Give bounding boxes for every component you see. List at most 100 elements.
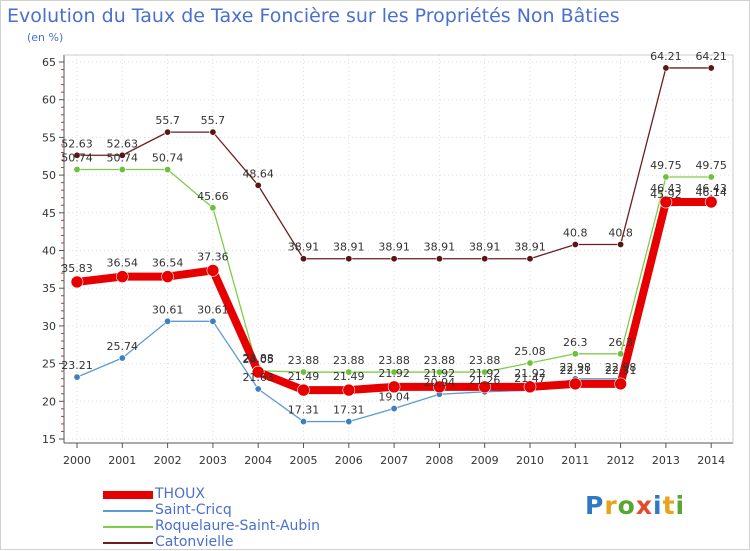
data-point-roquelaure-saint-aubin: [526, 359, 534, 367]
data-label-catonvielle: 52.63: [107, 137, 139, 150]
x-tick-label: 2011: [561, 454, 589, 467]
data-point-catonvielle: [73, 151, 81, 159]
data-label-saint-cricq: 19.04: [378, 391, 410, 404]
data-label-roquelaure-saint-aubin: 49.75: [695, 159, 727, 172]
data-label-saint-cricq: 22.98: [605, 361, 637, 374]
data-label-roquelaure-saint-aubin: 25.08: [514, 345, 546, 358]
data-label-catonvielle: 40.8: [608, 226, 633, 239]
data-label-roquelaure-saint-aubin: 24.05: [242, 353, 274, 366]
data-point-catonvielle: [526, 255, 534, 263]
data-label-saint-cricq: 22.98: [560, 361, 592, 374]
data-label-roquelaure-saint-aubin: 50.74: [107, 152, 139, 165]
data-label-catonvielle: 38.91: [514, 241, 546, 254]
data-label-roquelaure-saint-aubin: 23.88: [288, 354, 320, 367]
data-point-saint-cricq: [118, 354, 126, 362]
data-point-catonvielle: [118, 151, 126, 159]
x-tick-label: 2005: [290, 454, 318, 467]
x-tick-label: 2008: [425, 454, 453, 467]
y-axis-unit: (en %): [27, 31, 64, 44]
brand-letter: i: [653, 491, 663, 520]
data-point-roquelaure-saint-aubin: [617, 350, 625, 358]
data-label-saint-cricq: 17.31: [333, 404, 365, 417]
data-label-catonvielle: 48.64: [242, 167, 274, 180]
data-point-saint-cricq: [164, 317, 172, 325]
data-point-thoux: [116, 270, 129, 283]
data-label-roquelaure-saint-aubin: 23.88: [333, 354, 365, 367]
data-label-saint-cricq: 17.31: [288, 404, 320, 417]
legend-label-catonvielle: Catonvielle: [155, 534, 234, 550]
data-label-catonvielle: 38.91: [378, 241, 410, 254]
data-point-catonvielle: [662, 64, 670, 72]
x-tick-label: 2007: [380, 454, 408, 467]
data-label-catonvielle: 64.21: [695, 50, 727, 63]
data-label-roquelaure-saint-aubin: 26.3: [563, 336, 588, 349]
data-label-thoux: 21.92: [469, 367, 501, 380]
data-point-roquelaure-saint-aubin: [209, 204, 217, 212]
data-label-saint-cricq: 45.92: [650, 188, 682, 201]
brand-letter: o: [617, 491, 636, 520]
data-point-thoux: [568, 377, 582, 391]
legend-label-thoux: THOUX: [155, 486, 205, 502]
data-label-thoux: 37.36: [197, 250, 229, 263]
data-point-catonvielle: [617, 240, 625, 248]
x-tick-label: 2014: [697, 454, 725, 467]
data-label-thoux: 22.31: [560, 364, 592, 377]
y-tick-label: 15: [42, 433, 56, 446]
data-point-saint-cricq: [209, 317, 217, 325]
data-label-saint-cricq: 20.94: [424, 376, 456, 389]
x-tick-label: 2002: [154, 454, 182, 467]
data-label-thoux: 21.49: [333, 370, 365, 383]
legend-label-saint-cricq: Saint-Cricq: [155, 502, 232, 518]
data-label-catonvielle: 38.91: [288, 241, 320, 254]
x-tick-label: 2013: [652, 454, 680, 467]
data-label-roquelaure-saint-aubin: 49.75: [650, 159, 682, 172]
data-point-thoux: [659, 195, 673, 209]
data-point-thoux: [161, 270, 174, 283]
brand-logo: Proxiti: [585, 491, 685, 520]
data-point-saint-cricq: [254, 385, 262, 393]
data-label-catonvielle: 38.91: [469, 241, 501, 254]
y-tick-label: 30: [42, 320, 56, 333]
data-label-thoux: 36.54: [152, 257, 184, 270]
data-label-roquelaure-saint-aubin: 50.74: [152, 152, 184, 165]
data-point-catonvielle: [299, 255, 307, 263]
data-point-thoux: [478, 380, 492, 394]
data-point-thoux: [297, 383, 310, 397]
brand-letter: t: [662, 491, 676, 520]
data-label-thoux: 23.88: [242, 352, 274, 365]
data-point-catonvielle: [571, 240, 579, 248]
data-point-roquelaure-saint-aubin: [299, 368, 307, 376]
data-label-saint-cricq: 46.14: [695, 186, 727, 199]
data-label-thoux: 22.31: [605, 364, 637, 377]
brand-letter: P: [585, 491, 605, 520]
data-point-thoux: [523, 380, 537, 394]
legend-swatch-saint-cricq: [103, 510, 153, 512]
y-tick-label: 60: [42, 94, 56, 107]
data-label-roquelaure-saint-aubin: 23.88: [469, 354, 501, 367]
x-tick-label: 2010: [516, 454, 544, 467]
data-point-catonvielle: [707, 64, 715, 72]
data-label-roquelaure-saint-aubin: 45.66: [197, 190, 229, 203]
data-point-roquelaure-saint-aubin: [435, 368, 443, 376]
data-point-roquelaure-saint-aubin: [481, 368, 489, 376]
data-label-thoux: 21.92: [424, 367, 456, 380]
data-label-thoux: 21.49: [288, 370, 320, 383]
data-point-thoux: [433, 380, 446, 394]
data-point-saint-cricq: [299, 418, 307, 426]
data-point-roquelaure-saint-aubin: [118, 166, 126, 174]
legend-swatch-thoux: [103, 491, 153, 499]
y-tick-label: 55: [42, 131, 56, 144]
brand-letter: r: [604, 491, 618, 520]
data-label-catonvielle: 38.91: [333, 241, 365, 254]
legend-swatch-roquelaure: [103, 526, 153, 528]
x-tick-label: 2004: [244, 454, 272, 467]
data-point-roquelaure-saint-aubin: [707, 173, 715, 181]
data-label-saint-cricq: 30.61: [197, 303, 229, 316]
legend-label-roquelaure: Roquelaure-Saint-Aubin: [155, 518, 321, 534]
x-tick-label: 2012: [607, 454, 635, 467]
y-tick-label: 35: [42, 282, 56, 295]
data-label-thoux: 35.83: [61, 262, 93, 275]
x-tick-label: 2001: [108, 454, 136, 467]
x-tick-label: 2009: [471, 454, 499, 467]
